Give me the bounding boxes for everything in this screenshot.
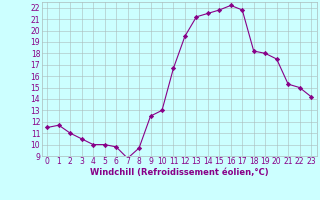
X-axis label: Windchill (Refroidissement éolien,°C): Windchill (Refroidissement éolien,°C) — [90, 168, 268, 177]
